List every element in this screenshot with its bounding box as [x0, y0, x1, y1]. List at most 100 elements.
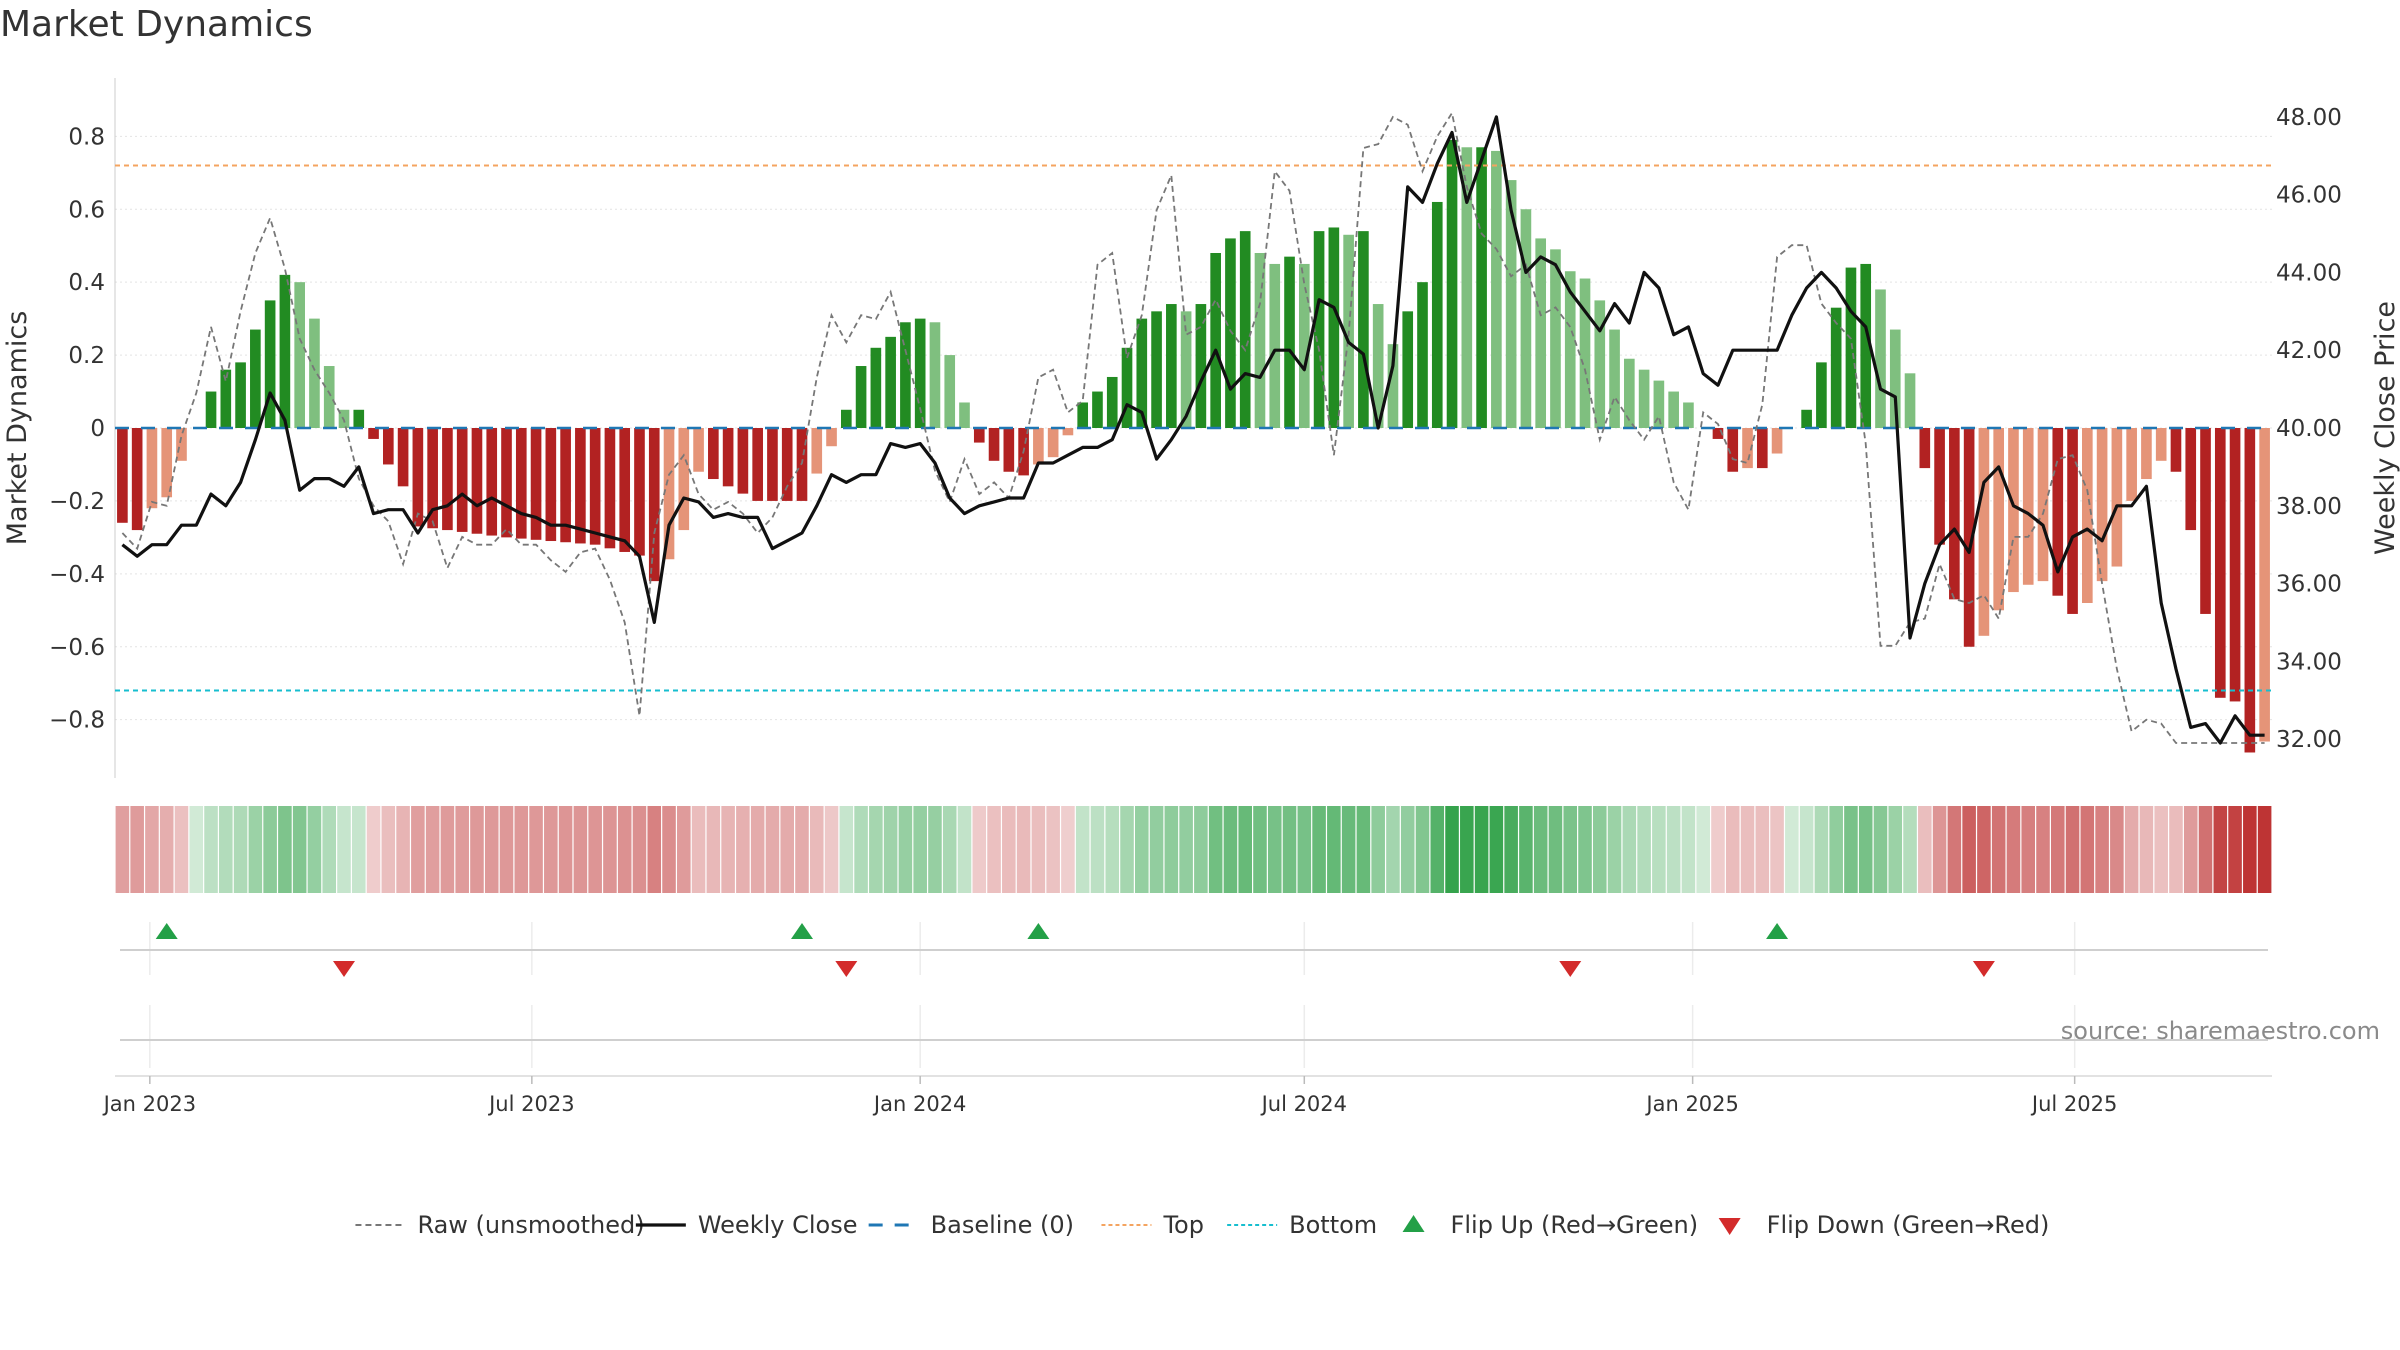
heat-cell — [721, 806, 735, 893]
dynamics-bar — [220, 369, 232, 428]
heat-cell — [219, 806, 233, 893]
legend-label: Flip Down (Green→Red) — [1767, 1211, 2050, 1239]
dynamics-bar — [161, 428, 173, 498]
dynamics-bar — [1225, 238, 1236, 428]
dynamics-bar — [988, 428, 1000, 461]
heat-cell — [174, 806, 189, 893]
dynamics-bar — [1889, 329, 1901, 428]
heat-cell — [1075, 806, 1090, 893]
dynamics-bar — [693, 428, 704, 472]
dynamics-bar — [1387, 344, 1399, 428]
heat-cell — [2110, 806, 2124, 893]
dynamics-bar — [1653, 380, 1665, 428]
dynamics-bar — [1180, 311, 1192, 428]
dynamics-bar — [1136, 318, 1148, 428]
dynamics-bar — [944, 355, 956, 428]
flip-marker-panel — [120, 922, 2268, 977]
dynamics-bar — [2067, 428, 2078, 614]
heat-cell — [854, 806, 868, 893]
heat-cell — [809, 806, 824, 893]
flip-down-marker — [332, 961, 355, 977]
heat-cell — [558, 806, 573, 893]
dynamics-bar — [900, 322, 911, 428]
dynamics-bar — [323, 366, 335, 428]
dynamics-bar — [1816, 362, 1827, 428]
legend-swatch — [1402, 1215, 1425, 1232]
legend-item: Flip Up (Red→Green) — [1402, 1211, 1698, 1239]
x-tick-label: Jan 2023 — [102, 1092, 197, 1116]
heat-cell — [1622, 806, 1637, 893]
heat-cell — [2169, 806, 2183, 893]
dynamics-bar — [1047, 428, 1059, 458]
dynamics-bar — [1003, 428, 1015, 472]
heat-cell — [1415, 806, 1430, 893]
dynamics-bar — [471, 428, 483, 534]
dynamics-bar — [501, 428, 512, 538]
dynamics-bar — [146, 428, 158, 509]
dynamics-bars — [117, 139, 2270, 753]
right-tick-label: 38.00 — [2276, 494, 2342, 520]
right-tick-label: 40.00 — [2276, 416, 2342, 442]
heat-cell — [1873, 806, 1888, 893]
heat-cell — [1120, 806, 1134, 893]
dynamics-bar — [2096, 428, 2108, 582]
dynamics-bar — [1417, 282, 1428, 428]
heat-cell — [1947, 806, 1962, 893]
heat-cell — [2050, 806, 2065, 893]
heat-cell — [1844, 806, 1858, 893]
dynamics-bar — [619, 428, 631, 552]
dynamics-bar — [397, 428, 409, 487]
dynamics-bar — [1210, 253, 1221, 428]
chart-title: Market Dynamics — [0, 4, 313, 45]
dynamics-bar — [1358, 231, 1369, 428]
heat-cell — [233, 806, 248, 893]
flip-up-marker — [155, 923, 178, 939]
dynamics-bar — [176, 428, 187, 461]
heat-cell — [1607, 806, 1622, 893]
heat-cell — [1592, 806, 1607, 893]
heat-cell — [2021, 806, 2036, 893]
x-axis: Jan 2023 Jul 2023 Jan 2024 Jul 2024 Jan 2025… — [102, 1075, 2272, 1116]
dynamics-bar — [1269, 263, 1281, 428]
axes: 0.8 0.6 0.4 0.2 0 −0.2 −0.4 −0.6 −0.8 48.00 46.00 4… — [2, 105, 2400, 753]
heat-cell — [1371, 806, 1385, 893]
heat-cell — [765, 806, 780, 893]
dynamics-bar — [2037, 428, 2049, 582]
legend-item: Baseline (0) — [868, 1211, 1074, 1239]
heat-cell — [1489, 806, 1504, 893]
heat-cell — [1312, 806, 1326, 893]
dynamics-bar — [2008, 428, 2019, 593]
dynamics-bar — [2126, 428, 2137, 501]
dynamics-bar — [1092, 391, 1103, 428]
heat-cell — [869, 806, 883, 893]
empty-panel: source: sharemaestro.com — [120, 1005, 2380, 1068]
heat-cell — [780, 806, 795, 893]
heat-cell — [2257, 806, 2272, 893]
heat-cell — [898, 806, 913, 893]
dynamics-bar — [2185, 428, 2197, 531]
flip-up-marker — [1766, 923, 1789, 939]
heat-cell — [617, 806, 632, 893]
dynamics-bar — [1860, 263, 1872, 428]
heat-cell — [1016, 806, 1031, 893]
dynamics-bar — [1254, 253, 1266, 428]
dynamics-bar — [412, 428, 424, 527]
dynamics-bar — [1195, 304, 1207, 428]
dynamics-bar — [2214, 428, 2226, 698]
heat-cell — [145, 806, 159, 893]
flip-up-marker — [1027, 923, 1050, 939]
heat-cell — [928, 806, 942, 893]
dynamics-bar — [737, 428, 749, 494]
dynamics-bar — [1949, 428, 1960, 600]
heat-cell — [1135, 806, 1149, 893]
left-tick-label: 0.4 — [68, 270, 105, 296]
dynamics-bar — [1609, 329, 1620, 428]
heat-cell — [2213, 806, 2228, 893]
heat-cell — [1533, 806, 1548, 893]
dynamics-bar — [1313, 231, 1325, 428]
heat-cell — [1962, 806, 1976, 893]
heat-cell — [1400, 806, 1415, 893]
heat-cell — [824, 806, 839, 893]
heat-cell — [2065, 806, 2080, 893]
